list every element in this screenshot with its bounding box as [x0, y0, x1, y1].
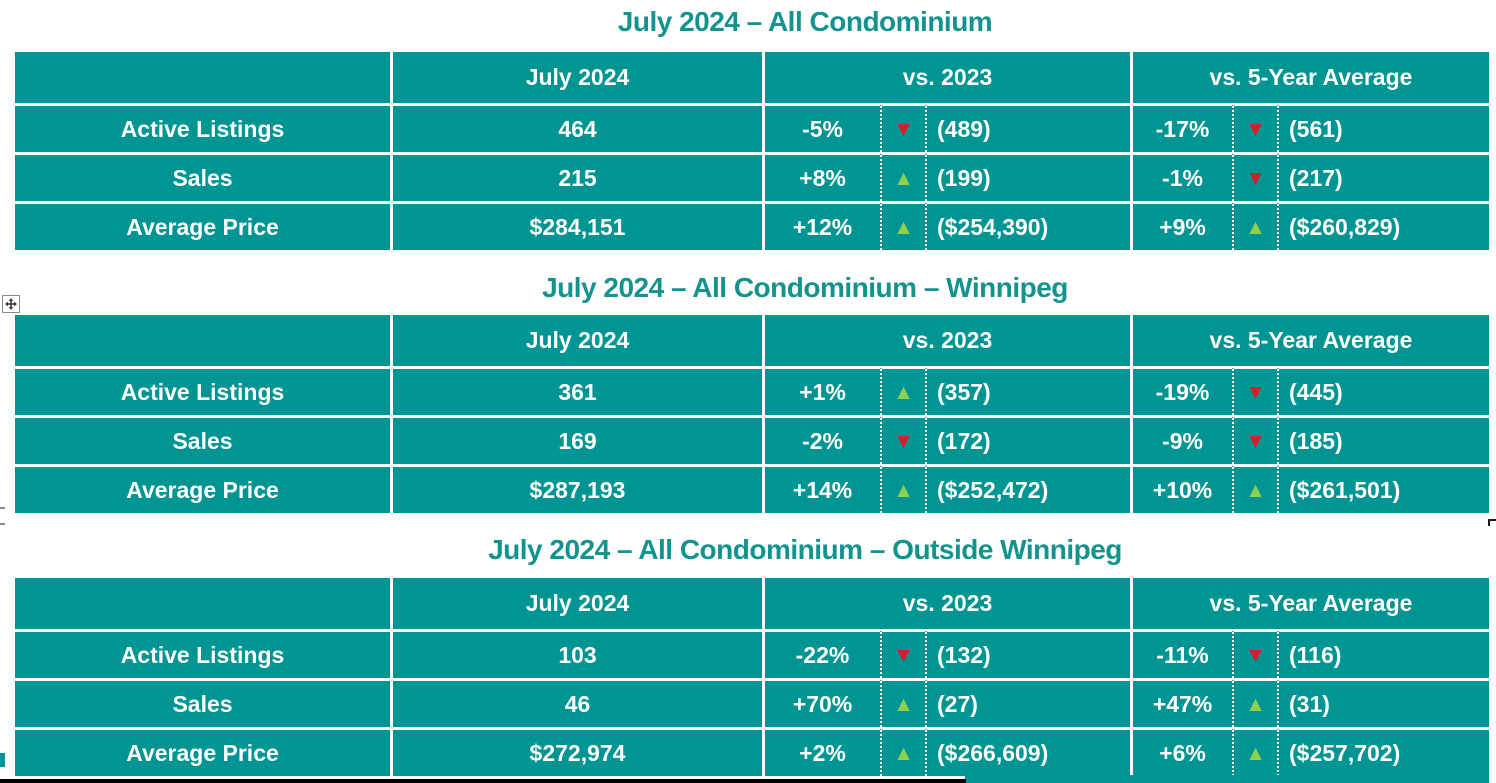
current-value: $284,151 [390, 201, 762, 250]
current-value: $272,974 [390, 727, 762, 776]
col-header-vs5yr: vs. 5-Year Average [1130, 578, 1489, 629]
trend-arrow-icon: ▼ [880, 103, 925, 152]
trend-arrow-icon: ▲ [880, 678, 925, 727]
trend-arrow-icon: ▲ [880, 727, 925, 776]
vs5yr-ref: (116) [1277, 629, 1489, 678]
vs5yr-ref: (185) [1277, 415, 1489, 464]
current-value: 169 [390, 415, 762, 464]
table-all-condominium: July 2024 vs. 2023 vs. 5-Year Average Ac… [15, 52, 1489, 250]
corner-cell [15, 578, 390, 629]
bottom-left-artifact [0, 753, 5, 767]
vs2023-pct: +8% [762, 152, 880, 201]
table-title-outside-winnipeg: July 2024 – All Condominium – Outside Wi… [488, 534, 1122, 565]
table-winnipeg: July 2024 vs. 2023 vs. 5-Year Average Ac… [15, 315, 1489, 513]
vs5yr-ref: ($260,829) [1277, 201, 1489, 250]
vs5yr-ref: ($261,501) [1277, 464, 1489, 513]
vs5yr-pct: +47% [1130, 678, 1232, 727]
corner-cell [15, 52, 390, 103]
vs2023-ref: (489) [925, 103, 1130, 152]
col-header-current: July 2024 [390, 578, 762, 629]
trend-arrow-icon: ▼ [1232, 366, 1277, 415]
current-value: $287,193 [390, 464, 762, 513]
metric-label: Active Listings [15, 629, 390, 678]
current-value: 361 [390, 366, 762, 415]
metric-label: Active Listings [15, 103, 390, 152]
vs5yr-pct: -11% [1130, 629, 1232, 678]
metric-label: Average Price [15, 727, 390, 776]
trend-arrow-icon: ▲ [1232, 201, 1277, 250]
trend-arrow-icon: ▲ [880, 152, 925, 201]
corner-cell [15, 315, 390, 366]
vs5yr-pct: -19% [1130, 366, 1232, 415]
vs5yr-pct: +10% [1130, 464, 1232, 513]
vs5yr-pct: -9% [1130, 415, 1232, 464]
vs2023-pct: +12% [762, 201, 880, 250]
table-title-winnipeg: July 2024 – All Condominium – Winnipeg [542, 272, 1068, 303]
vs2023-pct: -2% [762, 415, 880, 464]
col-header-current: July 2024 [390, 315, 762, 366]
table-title-all: July 2024 – All Condominium [617, 6, 993, 37]
col-header-vs2023: vs. 2023 [762, 578, 1130, 629]
bottom-teal-strip [965, 775, 1489, 783]
vs5yr-pct: -17% [1130, 103, 1232, 152]
col-header-vs5yr: vs. 5-Year Average [1130, 315, 1489, 366]
trend-arrow-icon: ▼ [1232, 103, 1277, 152]
col-header-vs2023: vs. 2023 [762, 52, 1130, 103]
vs5yr-ref: (31) [1277, 678, 1489, 727]
vs2023-ref: (132) [925, 629, 1130, 678]
right-edge-corner-mark [1488, 519, 1496, 526]
trend-arrow-icon: ▲ [1232, 678, 1277, 727]
vs5yr-ref: ($257,702) [1277, 727, 1489, 776]
metric-label: Average Price [15, 201, 390, 250]
trend-arrow-icon: ▼ [1232, 152, 1277, 201]
trend-arrow-icon: ▼ [880, 629, 925, 678]
trend-arrow-icon: ▲ [880, 464, 925, 513]
vs2023-ref: (199) [925, 152, 1130, 201]
trend-arrow-icon: ▼ [880, 415, 925, 464]
metric-label: Sales [15, 678, 390, 727]
vs2023-pct: +14% [762, 464, 880, 513]
move-arrows-icon [5, 298, 17, 310]
vs2023-ref: ($254,390) [925, 201, 1130, 250]
vs5yr-pct: +9% [1130, 201, 1232, 250]
metric-label: Sales [15, 152, 390, 201]
vs2023-pct: -22% [762, 629, 880, 678]
vs2023-ref: (172) [925, 415, 1130, 464]
col-header-current: July 2024 [390, 52, 762, 103]
metric-label: Active Listings [15, 366, 390, 415]
metric-label: Sales [15, 415, 390, 464]
vs2023-ref: (357) [925, 366, 1130, 415]
current-value: 103 [390, 629, 762, 678]
vs2023-pct: +1% [762, 366, 880, 415]
current-value: 46 [390, 678, 762, 727]
vs5yr-ref: (445) [1277, 366, 1489, 415]
trend-arrow-icon: ▲ [880, 201, 925, 250]
vs2023-pct: +2% [762, 727, 880, 776]
vs2023-ref: ($252,472) [925, 464, 1130, 513]
trend-arrow-icon: ▼ [1232, 629, 1277, 678]
table-move-handle[interactable] [2, 295, 20, 313]
vs2023-pct: -5% [762, 103, 880, 152]
trend-arrow-icon: ▲ [1232, 727, 1277, 776]
col-header-vs5yr: vs. 5-Year Average [1130, 52, 1489, 103]
vs5yr-ref: (217) [1277, 152, 1489, 201]
vs5yr-ref: (561) [1277, 103, 1489, 152]
vs2023-ref: (27) [925, 678, 1130, 727]
col-header-vs2023: vs. 2023 [762, 315, 1130, 366]
vs2023-ref: ($266,609) [925, 727, 1130, 776]
current-value: 464 [390, 103, 762, 152]
trend-arrow-icon: ▼ [1232, 415, 1277, 464]
vs2023-pct: +70% [762, 678, 880, 727]
metric-label: Average Price [15, 464, 390, 513]
trend-arrow-icon: ▲ [880, 366, 925, 415]
vs5yr-pct: -1% [1130, 152, 1232, 201]
screenshot-bottom-border [0, 779, 966, 783]
current-value: 215 [390, 152, 762, 201]
vs5yr-pct: +6% [1130, 727, 1232, 776]
left-edge-mark [0, 523, 5, 525]
table-outside-winnipeg: July 2024 vs. 2023 vs. 5-Year Average Ac… [15, 578, 1489, 776]
left-edge-mark [0, 507, 5, 509]
trend-arrow-icon: ▲ [1232, 464, 1277, 513]
